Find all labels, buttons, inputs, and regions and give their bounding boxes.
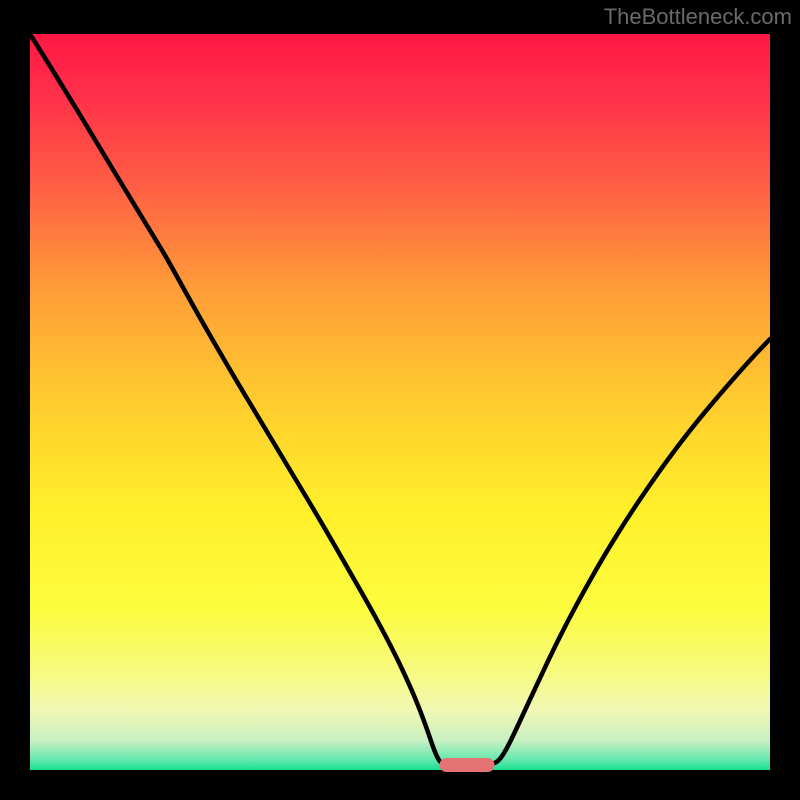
bottleneck-chart: TheBottleneck.com: [0, 0, 800, 800]
chart-svg: [0, 0, 800, 800]
watermark-text: TheBottleneck.com: [604, 4, 792, 30]
optimal-marker: [440, 758, 495, 772]
